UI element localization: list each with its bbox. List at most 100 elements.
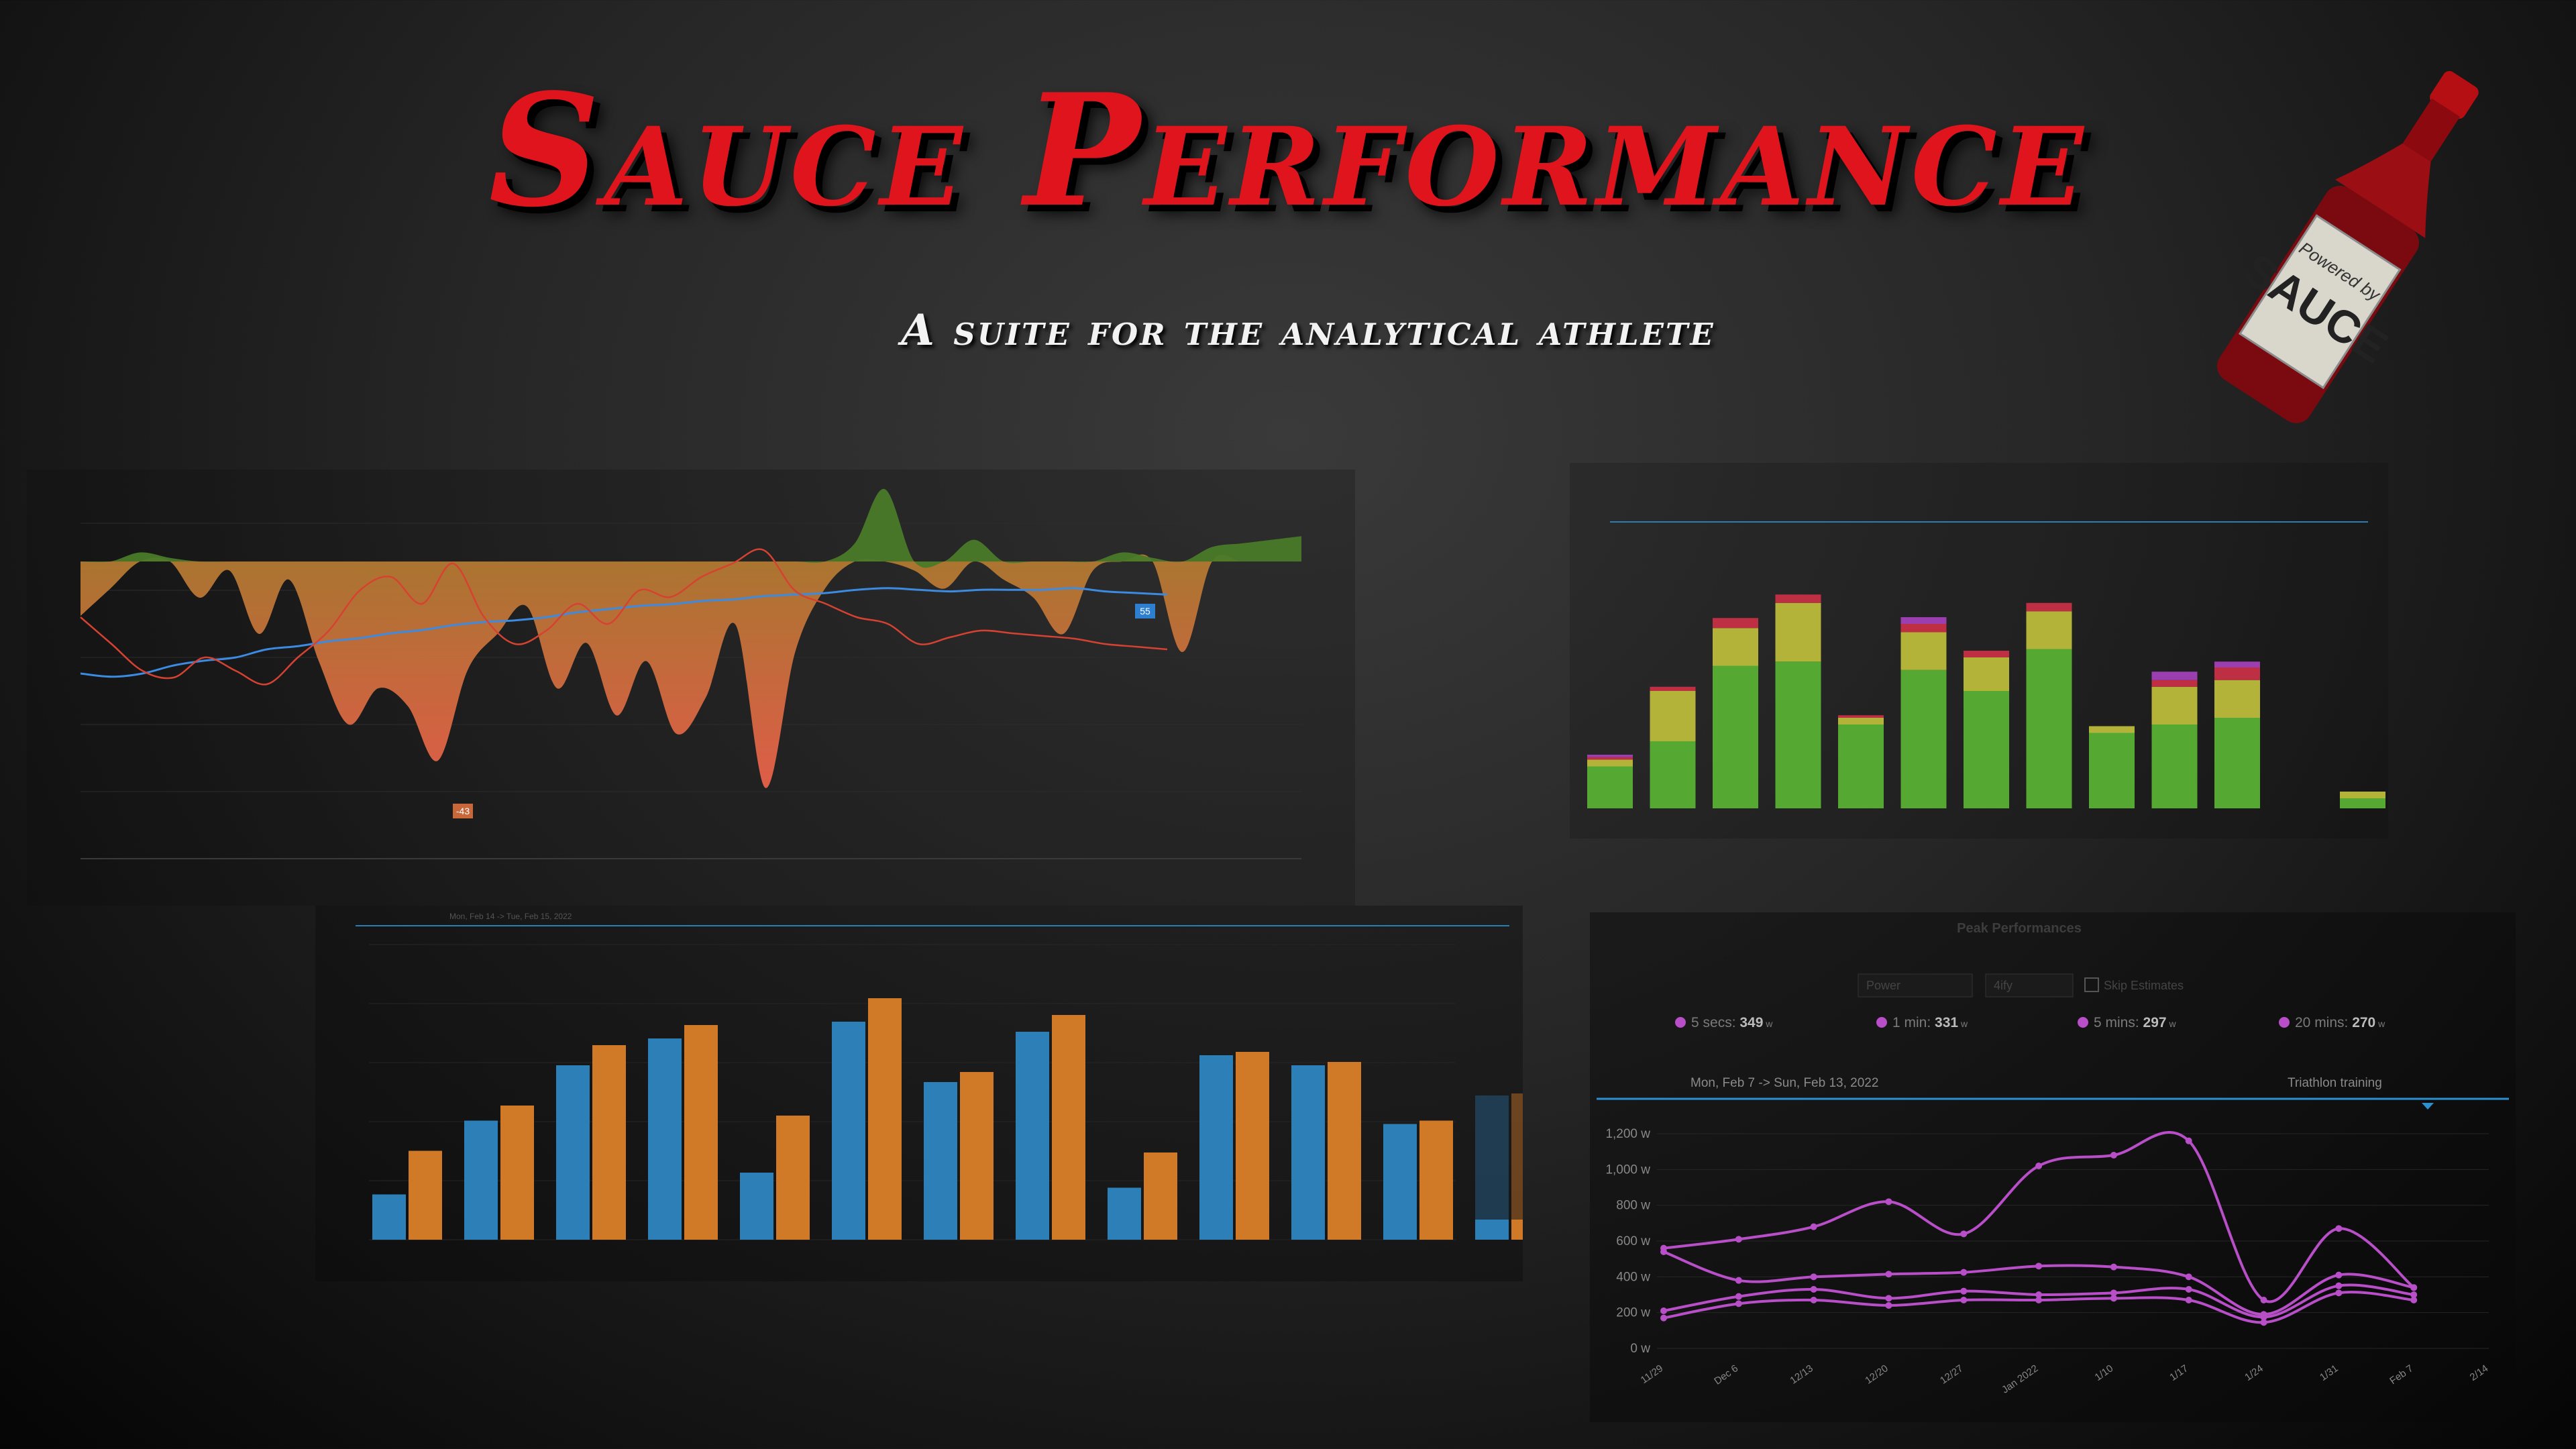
zone-bar-segment bbox=[2026, 611, 2072, 649]
skip-estimates-checkbox[interactable] bbox=[2084, 977, 2099, 992]
time-bar bbox=[1144, 1152, 1177, 1240]
peak-point bbox=[2035, 1297, 2043, 1303]
time-bar bbox=[409, 1150, 442, 1240]
zone-bar-segment bbox=[2340, 792, 2385, 798]
period-select[interactable] bbox=[1985, 973, 2074, 998]
tss-bar bbox=[924, 1082, 957, 1240]
y-tick-label: 1,200 w bbox=[1605, 1127, 1650, 1141]
zone-bar-segment bbox=[2089, 733, 2135, 808]
peak-point bbox=[2335, 1289, 2343, 1297]
zone-bar-segment bbox=[2214, 680, 2260, 718]
peak-point bbox=[1735, 1277, 1742, 1284]
y-tick-label: 200 w bbox=[1616, 1306, 1650, 1320]
peak-point bbox=[1960, 1297, 1968, 1303]
tss-bar bbox=[372, 1194, 406, 1240]
peak-point bbox=[1810, 1273, 1817, 1281]
form-negative-area bbox=[80, 554, 1301, 788]
zone-bar-segment bbox=[1964, 657, 2009, 691]
peak-point bbox=[2185, 1297, 2192, 1303]
peak-point bbox=[2110, 1289, 2117, 1297]
peak-point bbox=[2410, 1284, 2418, 1291]
peak-point bbox=[2260, 1313, 2267, 1321]
peak-point bbox=[1960, 1230, 1968, 1238]
peak-point bbox=[2335, 1282, 2343, 1289]
peak-point bbox=[1810, 1286, 1817, 1293]
y-tick-label: 400 w bbox=[1616, 1270, 1650, 1284]
current-time-solid bbox=[1511, 1220, 1523, 1240]
y-tick-label: 800 w bbox=[1616, 1199, 1650, 1213]
peak-point bbox=[1735, 1300, 1742, 1307]
peak-point bbox=[2035, 1291, 2043, 1298]
zone-bar-segment bbox=[1775, 594, 1821, 603]
peak-point bbox=[2260, 1319, 2267, 1326]
peak-point bbox=[2110, 1263, 2117, 1271]
type-select[interactable] bbox=[1858, 973, 1973, 998]
zone-bar-segment bbox=[1713, 618, 1758, 629]
peak-point bbox=[1885, 1302, 1892, 1309]
current-marker bbox=[1135, 604, 1155, 619]
zone-bar-segment bbox=[1900, 632, 1947, 670]
y-tick-label: 600 w bbox=[1616, 1234, 1650, 1248]
zone-bar-segment bbox=[1587, 757, 1633, 760]
legend-dot bbox=[2279, 1017, 2290, 1028]
zone-bar-segment bbox=[1838, 715, 1884, 718]
peak-point bbox=[1885, 1295, 1892, 1302]
current-marker-label: 55 bbox=[1140, 606, 1150, 616]
zone-bar-segment bbox=[2151, 672, 2198, 680]
peak-point bbox=[2335, 1225, 2343, 1232]
peak-point bbox=[2110, 1295, 2117, 1302]
peak-point bbox=[2185, 1273, 2192, 1281]
peak-point bbox=[1660, 1307, 1667, 1314]
peak-point bbox=[1735, 1236, 1742, 1243]
peak-point bbox=[1810, 1223, 1817, 1230]
app-title: Sauce Performance bbox=[488, 60, 2088, 241]
time-bar bbox=[868, 998, 902, 1240]
peak-point bbox=[1810, 1297, 1817, 1303]
legend-dot bbox=[2078, 1017, 2088, 1028]
tss-bar bbox=[1199, 1055, 1233, 1240]
peak-point bbox=[2410, 1291, 2418, 1298]
zone-bar-segment bbox=[2089, 726, 2135, 733]
legend-item: 5 secs: 349 w bbox=[1691, 1015, 1773, 1030]
time-bar bbox=[1052, 1015, 1085, 1240]
tss-bar bbox=[1108, 1187, 1141, 1240]
current-tss-solid bbox=[1475, 1220, 1509, 1240]
legend-item: 20 mins: 270 w bbox=[2295, 1015, 2385, 1030]
panel-title: Peak Performances bbox=[1957, 921, 2082, 936]
legend-dot bbox=[1876, 1017, 1887, 1028]
peak-point bbox=[1960, 1287, 1968, 1295]
sauce-bottle-logo: Powered by SAUCE bbox=[2217, 70, 2479, 423]
peak-point bbox=[2035, 1263, 2043, 1270]
fatigue-line bbox=[80, 548, 1168, 686]
min-form-marker bbox=[453, 804, 473, 818]
peak-point bbox=[2185, 1286, 2192, 1293]
peak-point bbox=[1660, 1248, 1667, 1255]
zone-bar-segment bbox=[1964, 651, 2009, 657]
peak-point bbox=[2185, 1137, 2192, 1144]
tss-bar bbox=[740, 1173, 773, 1240]
form-chart-panel: -43 55 bbox=[27, 470, 1355, 906]
peak-point bbox=[2110, 1152, 2117, 1159]
time-bar bbox=[1328, 1062, 1361, 1240]
range-handle[interactable] bbox=[2422, 1103, 2434, 1110]
zone-bar-segment bbox=[1900, 624, 1947, 633]
zone-bar-segment bbox=[2151, 686, 2198, 724]
weekly-zones-chart-panel bbox=[1570, 463, 2388, 839]
zone-bar-segment bbox=[1650, 691, 1696, 741]
tss-bar bbox=[556, 1065, 590, 1240]
peak-point bbox=[1735, 1293, 1742, 1300]
time-bar bbox=[500, 1106, 534, 1240]
current-time-bar bbox=[1511, 1093, 1523, 1240]
peak-point bbox=[2410, 1297, 2418, 1303]
zone-bar-segment bbox=[2026, 649, 2072, 808]
zone-bar-segment bbox=[1900, 669, 1947, 808]
peak-point bbox=[1960, 1269, 1968, 1276]
zone-bar-segment bbox=[2214, 661, 2260, 667]
time-bar bbox=[684, 1025, 718, 1240]
type-select-value: Power bbox=[1866, 979, 1900, 992]
y-tick-label: 1,000 w bbox=[1605, 1163, 1650, 1177]
peak-point bbox=[2260, 1297, 2267, 1303]
zone-bar-segment bbox=[1775, 602, 1821, 662]
legend-item: 1 min: 331 w bbox=[1892, 1015, 1968, 1030]
zone-bar-segment bbox=[1587, 759, 1633, 767]
